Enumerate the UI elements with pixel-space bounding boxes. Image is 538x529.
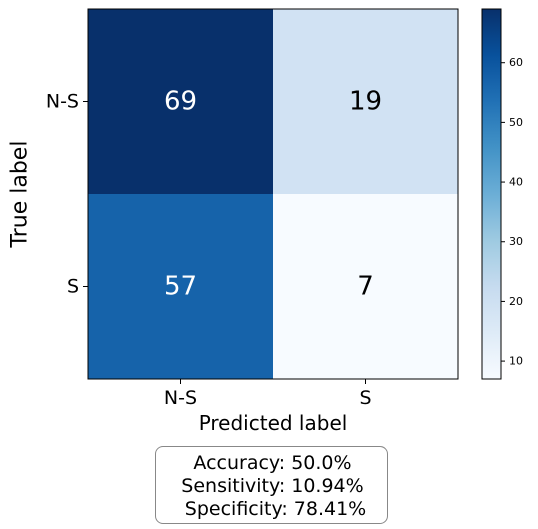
cell-value-label: 69 xyxy=(164,87,197,117)
heatmap-cell xyxy=(88,9,273,194)
x-tick-label: S xyxy=(359,387,371,409)
plot-frame xyxy=(87,8,459,380)
accuracy-text: Accuracy: 50.0% xyxy=(193,452,352,474)
colorbar-tick-label: 10 xyxy=(509,355,523,368)
heatmap-cell xyxy=(273,9,458,194)
colorbar-tick-label: 30 xyxy=(509,235,523,248)
y-tick-label: S xyxy=(67,276,79,298)
colorbar-tick-label: 60 xyxy=(509,56,523,69)
heatmap-cell xyxy=(273,194,458,379)
cell-value-label: 19 xyxy=(349,87,382,117)
cell-value-label: 57 xyxy=(164,272,197,302)
heatmap-cell xyxy=(88,194,273,379)
x-tick-label: N-S xyxy=(164,387,197,409)
sensitivity-text: Sensitivity: 10.94% xyxy=(181,475,364,497)
colorbar xyxy=(481,8,502,380)
colorbar-tick-label: 20 xyxy=(509,295,523,308)
colorbar-tick-label: 40 xyxy=(509,176,523,189)
y-axis-label: True label xyxy=(8,141,33,249)
specificity-text: Specificity: 78.41% xyxy=(178,498,367,520)
y-tick-label: N-S xyxy=(46,91,79,113)
metrics-box: Accuracy: 50.0% Sensitivity: 10.94% Spec… xyxy=(155,446,388,524)
x-axis-label: Predicted label xyxy=(199,411,348,435)
colorbar-tick-label: 50 xyxy=(509,116,523,129)
cell-value-label: 7 xyxy=(357,272,374,302)
